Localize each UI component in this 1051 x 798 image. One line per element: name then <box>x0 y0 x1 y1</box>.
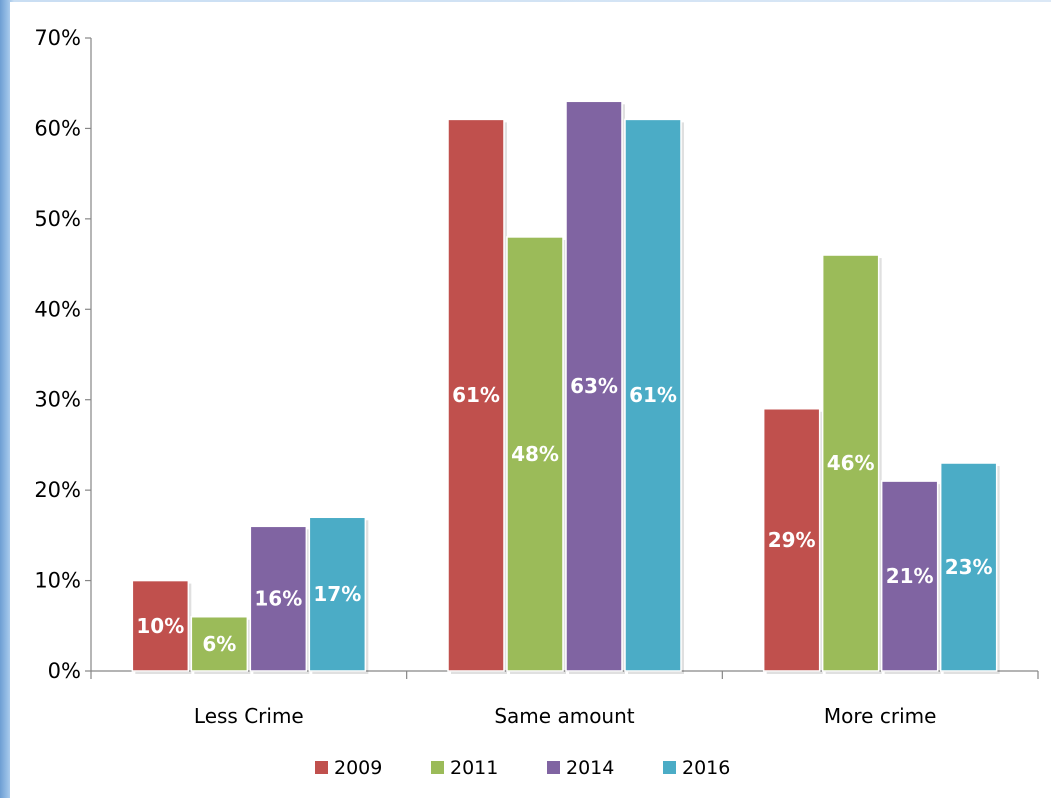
legend-label: 2009 <box>334 757 382 779</box>
axes: 0% 10% 20% 30% 40% 50% 60% 70% Less Crime Same am… <box>34 26 1039 728</box>
bar-data-label: 6% <box>202 632 236 656</box>
bar-data-label: 61% <box>629 383 677 407</box>
y-tick-label: 10% <box>34 569 81 593</box>
bar-data-label: 46% <box>827 451 875 475</box>
bar-data-label: 48% <box>511 442 559 466</box>
bar <box>762 408 821 672</box>
legend-swatch <box>315 761 328 774</box>
y-tick-label: 70% <box>34 26 81 50</box>
category-label: Less Crime <box>194 704 304 728</box>
legend-swatch <box>547 761 560 774</box>
bar-data-label: 61% <box>452 383 500 407</box>
legend-swatch <box>663 761 676 774</box>
legend: 2009 2011 2014 2016 <box>315 757 730 779</box>
y-tick-label: 30% <box>34 388 81 412</box>
bar-data-label: 21% <box>886 564 934 588</box>
bar <box>190 615 249 672</box>
bar <box>447 118 505 672</box>
bar-data-label: 29% <box>768 528 816 552</box>
bars <box>131 100 1000 675</box>
bar <box>249 525 308 672</box>
y-tick-label: 50% <box>34 207 81 231</box>
bar <box>624 118 682 672</box>
bar-chart: 0% 10% 20% 30% 40% 50% 60% 70% Less Crime Same am… <box>34 26 1039 779</box>
chart-frame: 0% 10% 20% 30% 40% 50% 60% 70% Less Crime Same am… <box>10 2 1051 798</box>
bar-data-label: 10% <box>136 614 184 638</box>
bar <box>939 462 998 672</box>
bar <box>821 254 880 672</box>
data-labels: 10% 6% 16% 17% 61% 48% 63% 61% 29% 46% 21% 23% <box>136 374 992 656</box>
y-tick-label: 60% <box>34 116 81 140</box>
bar <box>308 516 367 672</box>
y-tick-label: 40% <box>34 297 81 321</box>
legend-swatch <box>431 761 444 774</box>
y-tick-label: 20% <box>34 478 81 502</box>
bar-data-label: 63% <box>570 374 618 398</box>
bar <box>880 480 939 672</box>
category-label: More crime <box>824 704 937 728</box>
bar <box>506 236 564 672</box>
y-tick-label: 0% <box>48 659 81 683</box>
bar-data-label: 16% <box>254 587 302 611</box>
bar-data-label: 17% <box>313 582 361 606</box>
legend-label: 2011 <box>450 757 498 779</box>
category-label: Same amount <box>494 704 634 728</box>
bar <box>131 579 190 672</box>
bar-data-label: 23% <box>945 555 993 579</box>
legend-label: 2016 <box>682 757 730 779</box>
bar <box>565 100 623 672</box>
legend-label: 2014 <box>566 757 614 779</box>
